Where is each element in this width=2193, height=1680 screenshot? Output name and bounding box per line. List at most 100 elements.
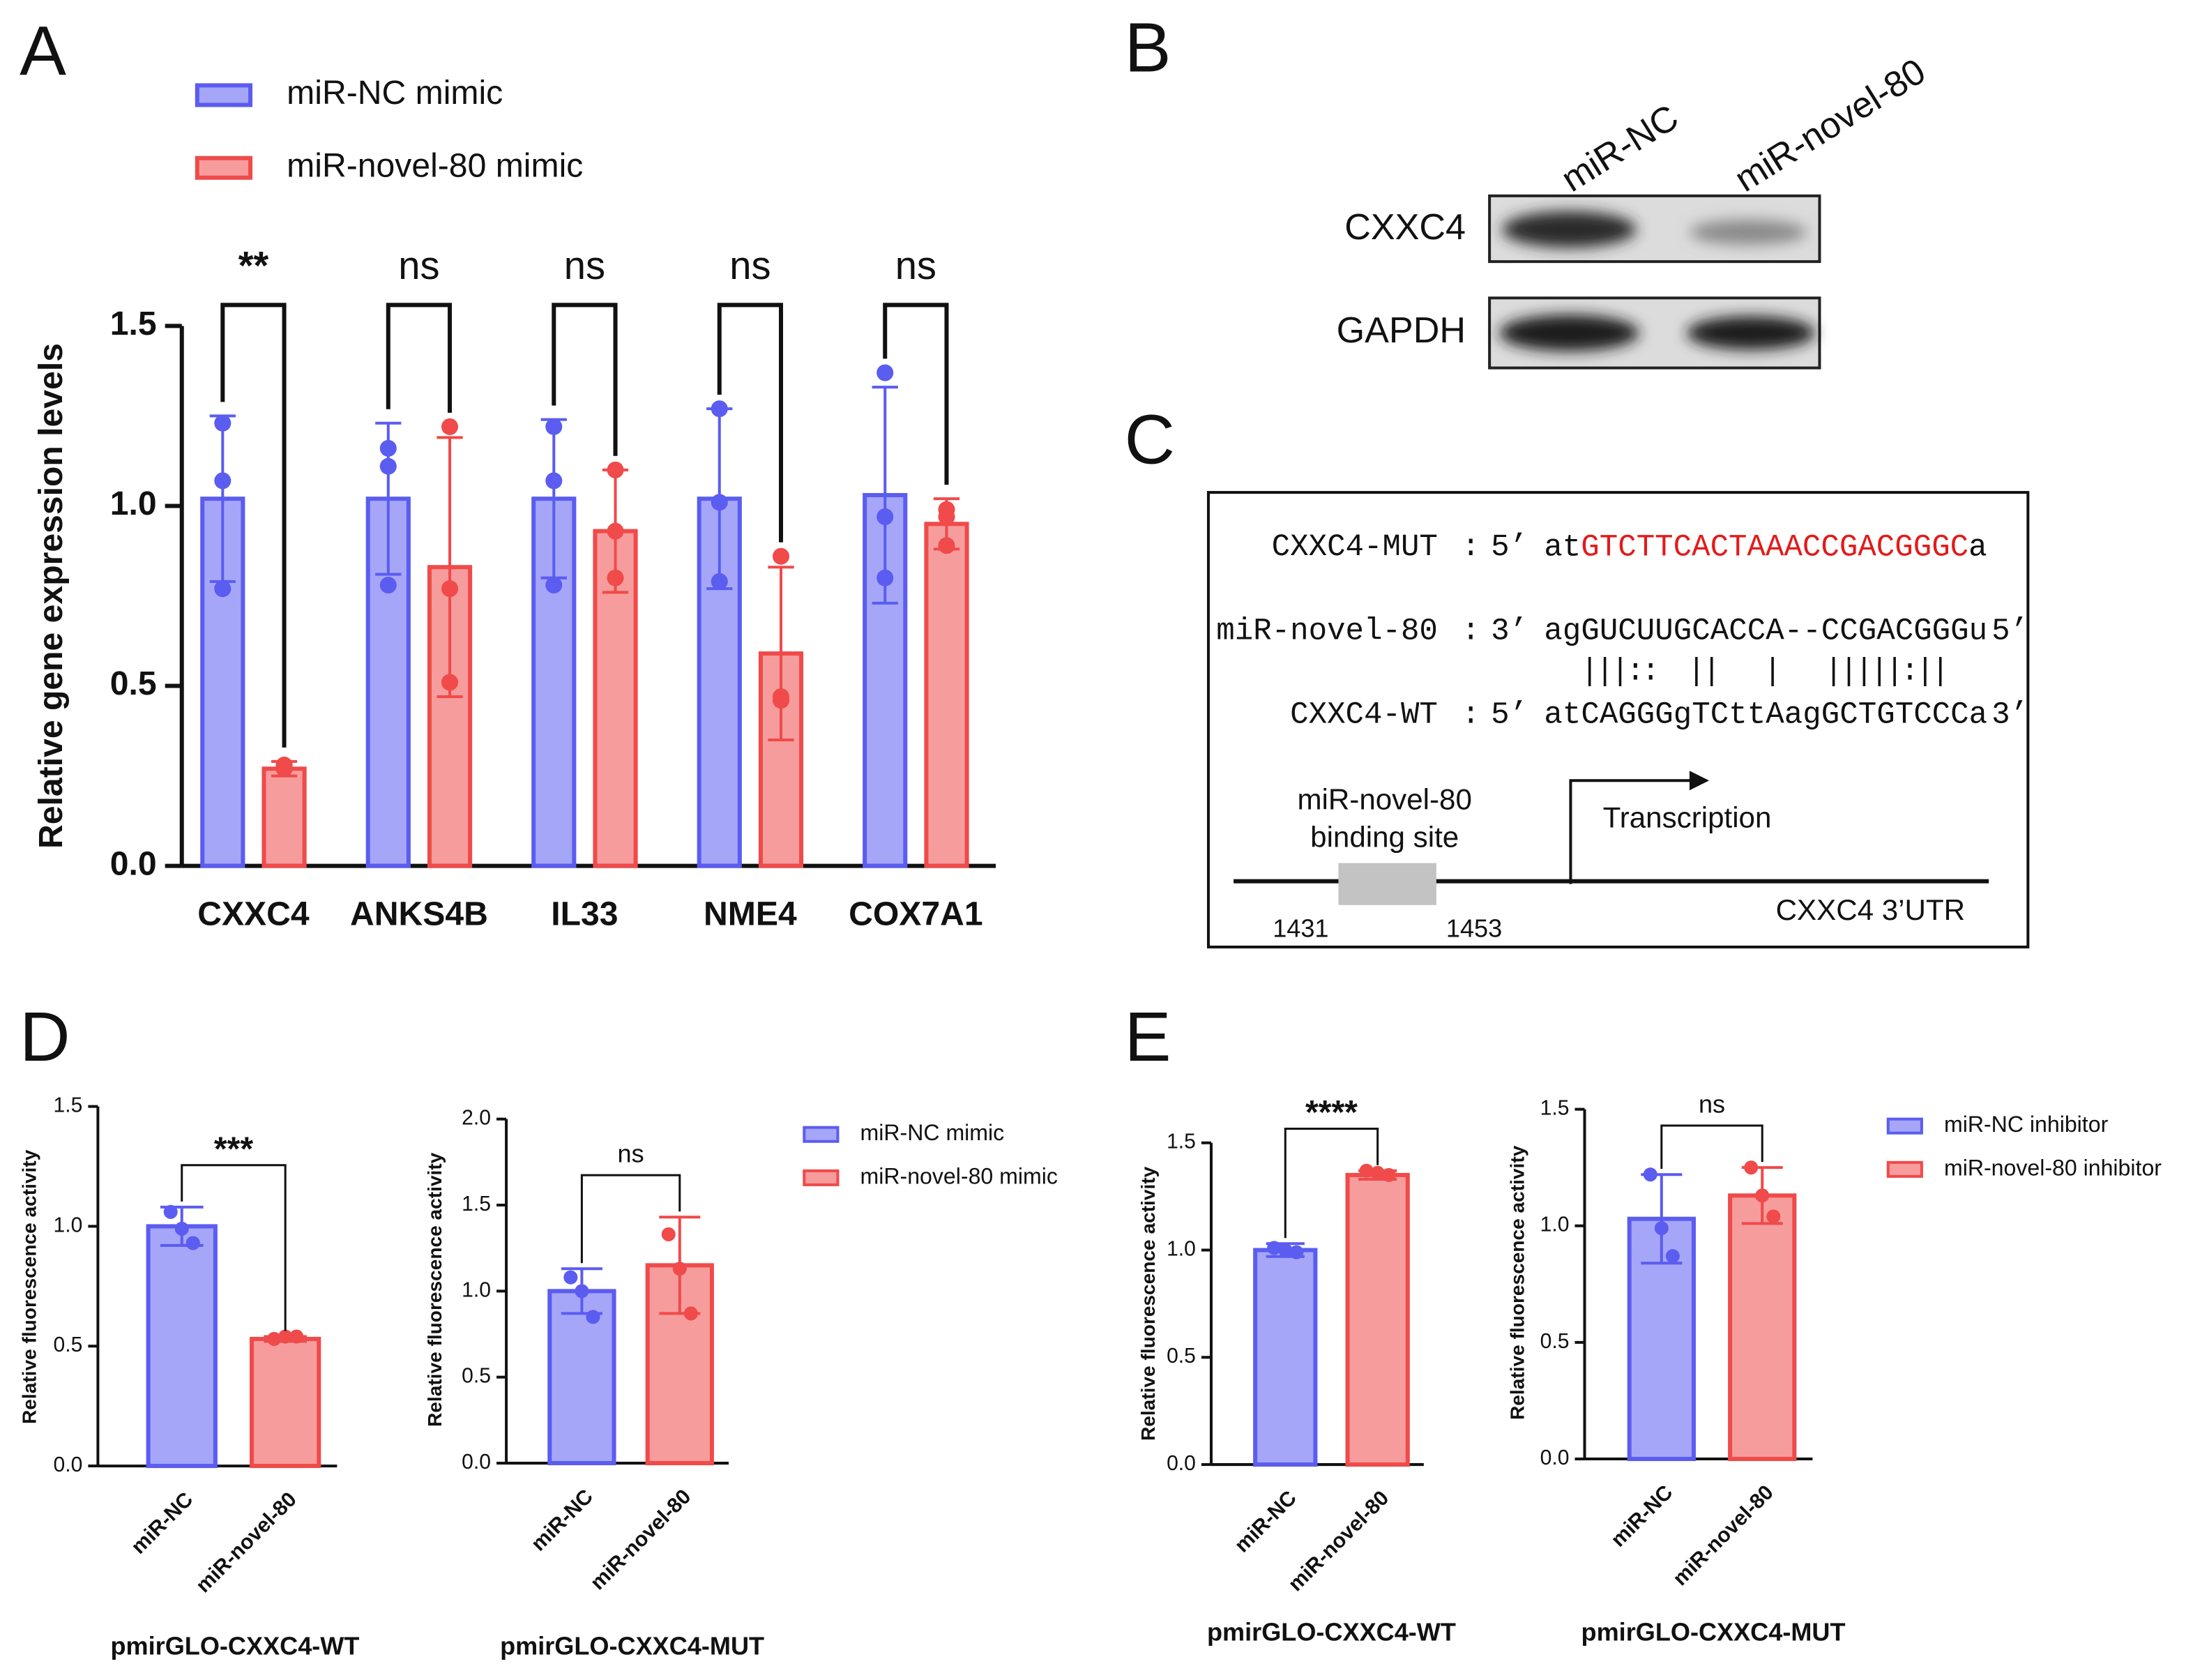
y-tick-label: 1.0 bbox=[110, 485, 157, 522]
utr-label: CXXC4 3’UTR bbox=[1776, 893, 1965, 926]
data-point bbox=[379, 439, 397, 457]
prime: 3’ bbox=[1991, 698, 2028, 733]
sequence: atGTCTTCACTAAACCGACGGGCa bbox=[1544, 530, 1987, 565]
seq-part: a bbox=[1968, 530, 1987, 565]
data-point bbox=[1359, 1163, 1374, 1178]
position: 1453 bbox=[1446, 914, 1502, 942]
data-point bbox=[683, 1306, 698, 1321]
y-tick-label: 1.5 bbox=[1540, 1097, 1570, 1120]
significance-bracket bbox=[552, 303, 618, 456]
binding-diagram: CXXC4-MUT : 5’ atGTCTTCACTAAACCGACGGGCa … bbox=[1206, 491, 2030, 948]
data-point bbox=[672, 1262, 687, 1276]
x-tick-label: ANKS4B bbox=[350, 895, 488, 933]
y-tick-label: 1.5 bbox=[462, 1193, 491, 1216]
y-tick-label: 1.5 bbox=[110, 305, 157, 342]
bar bbox=[547, 1289, 616, 1466]
band bbox=[1499, 315, 1639, 351]
data-point bbox=[586, 1310, 600, 1324]
western-blot: miR-NC miR-novel-80 CXXC4 GAPDH bbox=[1337, 51, 1933, 370]
x-tick-label: miR-NC bbox=[1607, 1481, 1677, 1551]
y-tick-label: 1.0 bbox=[1167, 1237, 1196, 1260]
data-point bbox=[772, 547, 790, 565]
x-axis-label: pmirGLO-CXXC4-MUT bbox=[1581, 1617, 1846, 1646]
data-point bbox=[289, 1329, 304, 1344]
x-tick-label: IL33 bbox=[551, 895, 618, 933]
y-axis-label: Relative fluorescence activity bbox=[1137, 1166, 1159, 1441]
y-axis-label: Relative gene expression levels bbox=[32, 343, 70, 849]
site-label: miR-novel-80 bbox=[1297, 782, 1471, 815]
significance-bracket bbox=[883, 303, 949, 485]
legend-label: miR-NC inhibitor bbox=[1944, 1112, 2109, 1137]
data-point bbox=[163, 1204, 178, 1219]
data-point bbox=[275, 760, 293, 778]
data-point bbox=[1643, 1167, 1657, 1182]
protein-label: GAPDH bbox=[1337, 310, 1466, 351]
data-point bbox=[545, 472, 563, 490]
legend-swatch bbox=[195, 156, 253, 180]
data-point bbox=[711, 400, 728, 418]
legend-swatch bbox=[195, 83, 253, 107]
data-point bbox=[379, 576, 397, 594]
legend-label: miR-NC mimic bbox=[860, 1120, 1005, 1145]
y-tick-label: 0.5 bbox=[110, 665, 157, 702]
data-point bbox=[607, 522, 624, 540]
error-bar bbox=[872, 386, 898, 605]
significance-label: ns bbox=[618, 1140, 644, 1168]
bar bbox=[250, 1336, 321, 1469]
y-tick-label: 0.5 bbox=[462, 1365, 491, 1388]
data-point bbox=[1665, 1249, 1680, 1264]
sequence: agGUCUUGCACCA--CCGACGGGu bbox=[1544, 614, 1987, 649]
bar bbox=[1253, 1248, 1318, 1467]
x-tick-label: miR-NC bbox=[1231, 1486, 1301, 1557]
bar bbox=[924, 522, 969, 868]
panel-letter: C bbox=[1125, 400, 1175, 478]
legend-label: miR-novel-80 inhibitor bbox=[1944, 1155, 2162, 1180]
protein-label: CXXC4 bbox=[1344, 207, 1466, 248]
pairing: |||:: || | |||||:|| bbox=[1580, 654, 1950, 689]
prime: 5’ bbox=[1491, 698, 1528, 733]
lane-label: miR-NC bbox=[1554, 97, 1685, 199]
x-axis-label: pmirGLO-CXXC4-WT bbox=[111, 1631, 360, 1660]
bar bbox=[261, 766, 307, 868]
data-point bbox=[379, 457, 397, 475]
significance-label: ns bbox=[895, 243, 936, 287]
significance-bracket bbox=[386, 303, 453, 413]
sequence: atCAGGGgTCttAagGCTGTCCCa bbox=[1544, 698, 1987, 733]
data-point bbox=[1755, 1188, 1770, 1203]
data-point bbox=[278, 1329, 293, 1344]
panel-letter: D bbox=[20, 998, 70, 1076]
data-point bbox=[661, 1227, 676, 1241]
data-point bbox=[545, 576, 563, 594]
data-point bbox=[1654, 1221, 1669, 1236]
seq-part: at bbox=[1544, 530, 1581, 565]
seq-label: miR-novel-80 bbox=[1216, 614, 1438, 649]
y-tick-label: 0.0 bbox=[462, 1451, 491, 1474]
data-point bbox=[214, 414, 232, 432]
bar bbox=[1728, 1193, 1797, 1462]
panel-letter: A bbox=[20, 12, 66, 90]
significance-bracket bbox=[580, 1174, 681, 1264]
legend-label: miR-NC mimic bbox=[287, 74, 503, 112]
prime: 3’ bbox=[1491, 614, 1528, 649]
y-tick-label: 1.0 bbox=[1540, 1213, 1570, 1236]
legend-swatch bbox=[803, 1169, 840, 1186]
bar bbox=[1345, 1172, 1410, 1467]
y-tick-label: 0.5 bbox=[54, 1333, 83, 1356]
lane-label: miR-novel-80 bbox=[1728, 51, 1933, 199]
significance-label: **** bbox=[1305, 1093, 1358, 1131]
data-point bbox=[1289, 1245, 1304, 1259]
data-point bbox=[185, 1236, 200, 1250]
separator: : bbox=[1462, 698, 1480, 733]
band bbox=[1502, 211, 1637, 248]
error-bar bbox=[437, 436, 463, 699]
y-tick-label: 0.5 bbox=[1167, 1345, 1196, 1368]
error-bar bbox=[768, 566, 794, 741]
data-point bbox=[1267, 1241, 1282, 1255]
significance-bracket bbox=[181, 1164, 287, 1331]
separator: : bbox=[1462, 614, 1480, 649]
prime: 5’ bbox=[1491, 530, 1528, 565]
y-axis-label: Relative fluorescence activity bbox=[19, 1149, 40, 1424]
data-point bbox=[1744, 1160, 1759, 1175]
data-point bbox=[938, 537, 955, 554]
data-point bbox=[877, 569, 894, 587]
